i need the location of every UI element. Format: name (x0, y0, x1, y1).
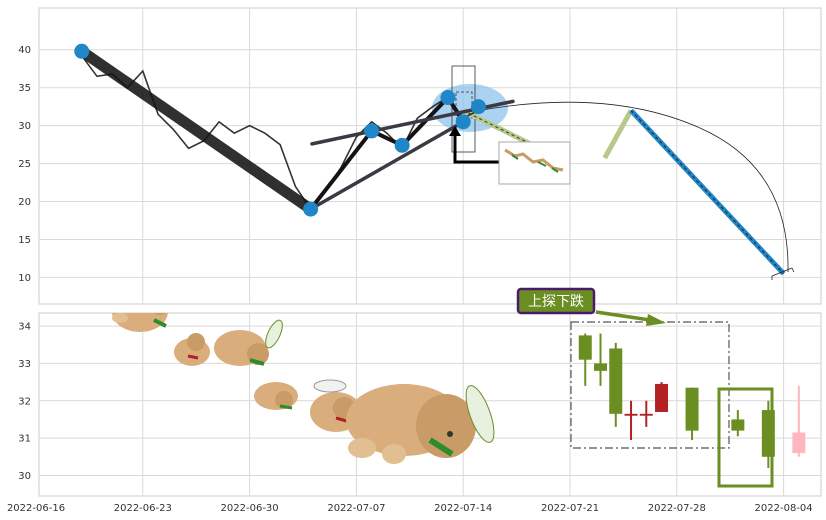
pattern-segment-0 (76, 45, 317, 215)
bottom-y-tick-1: 31 (18, 434, 31, 445)
pattern-box-dashdot (570, 321, 730, 449)
candle-body-2 (609, 348, 623, 414)
top-y-tick-0: 10 (18, 273, 31, 284)
top-y-tick-5: 35 (18, 83, 31, 94)
top-y-tick-1: 15 (18, 235, 31, 246)
top-panel-frame (38, 7, 822, 305)
pattern-marker-5 (455, 114, 471, 130)
projection-segment-1 (602, 109, 634, 160)
x-tick-0: 2022-06-16 (7, 503, 65, 514)
pattern-segment-5 (308, 120, 465, 211)
pattern-marker-1 (303, 201, 319, 217)
bottom-y-tick-0: 30 (18, 471, 31, 482)
bottom-y-tick-labels: 30 31 32 33 34 (18, 322, 31, 482)
puppy-small-3 (214, 319, 283, 366)
candle-body-3 (624, 413, 638, 416)
pattern-box-green (717, 387, 774, 488)
thumbnail-callout (449, 126, 571, 185)
projection-segment-2-dash (630, 110, 784, 274)
candle-body-6 (685, 387, 699, 431)
projection-end-bracket (771, 267, 795, 280)
x-tick-5: 2022-07-21 (541, 503, 599, 514)
top-y-tick-3: 25 (18, 159, 31, 170)
pattern-segment-1 (308, 128, 374, 212)
bottom-y-tick-4: 34 (18, 322, 31, 333)
top-y-tick-2: 20 (18, 197, 31, 208)
pattern-marker-0 (74, 43, 90, 59)
annotation-label: 上探下跌 (528, 294, 584, 310)
candle-body-0 (578, 335, 592, 360)
top-y-tick-4: 30 (18, 121, 31, 132)
candle-body-4 (639, 413, 653, 416)
projection-arc (481, 101, 789, 273)
annotation-callout: 上探下跌 (516, 287, 666, 326)
top-y-tick-6: 40 (18, 45, 31, 56)
puppy-small-4 (254, 382, 298, 410)
pattern-marker-3 (394, 137, 410, 153)
pattern-marker-4 (440, 90, 456, 106)
candle-body-5 (655, 383, 669, 412)
top-panel-grid (39, 8, 821, 304)
top-y-tick-labels: 10 15 20 25 30 35 40 (18, 45, 31, 284)
pattern-marker-6 (470, 99, 486, 115)
x-tick-6: 2022-07-28 (648, 503, 706, 514)
candle-body-7 (731, 419, 745, 431)
x-tick-7: 2022-08-04 (755, 503, 813, 514)
puppy-small-2 (174, 333, 210, 366)
x-tick-4: 2022-07-14 (434, 503, 492, 514)
pattern-marker-2 (364, 123, 380, 139)
candlesticks (578, 333, 806, 468)
bottom-y-tick-2: 32 (18, 396, 31, 407)
pattern-markers (74, 43, 486, 217)
x-tick-3: 2022-07-07 (327, 503, 385, 514)
annotation-arrow (595, 310, 651, 322)
annotation-box (516, 287, 596, 315)
x-tick-2: 2022-06-30 (221, 503, 279, 514)
puppy-large (346, 384, 495, 464)
price-line (81, 55, 479, 211)
annotation-arrowhead (646, 314, 666, 326)
x-tick-1: 2022-06-23 (114, 503, 172, 514)
x-tick-labels: 2022-06-16 2022-06-23 2022-06-30 2022-07-07… (7, 503, 813, 514)
candle-body-9 (792, 432, 806, 454)
bottom-y-tick-3: 33 (18, 359, 31, 370)
puppy-illustration (112, 313, 495, 464)
candle-body-1 (594, 363, 608, 371)
puppy-small-1 (112, 313, 168, 332)
